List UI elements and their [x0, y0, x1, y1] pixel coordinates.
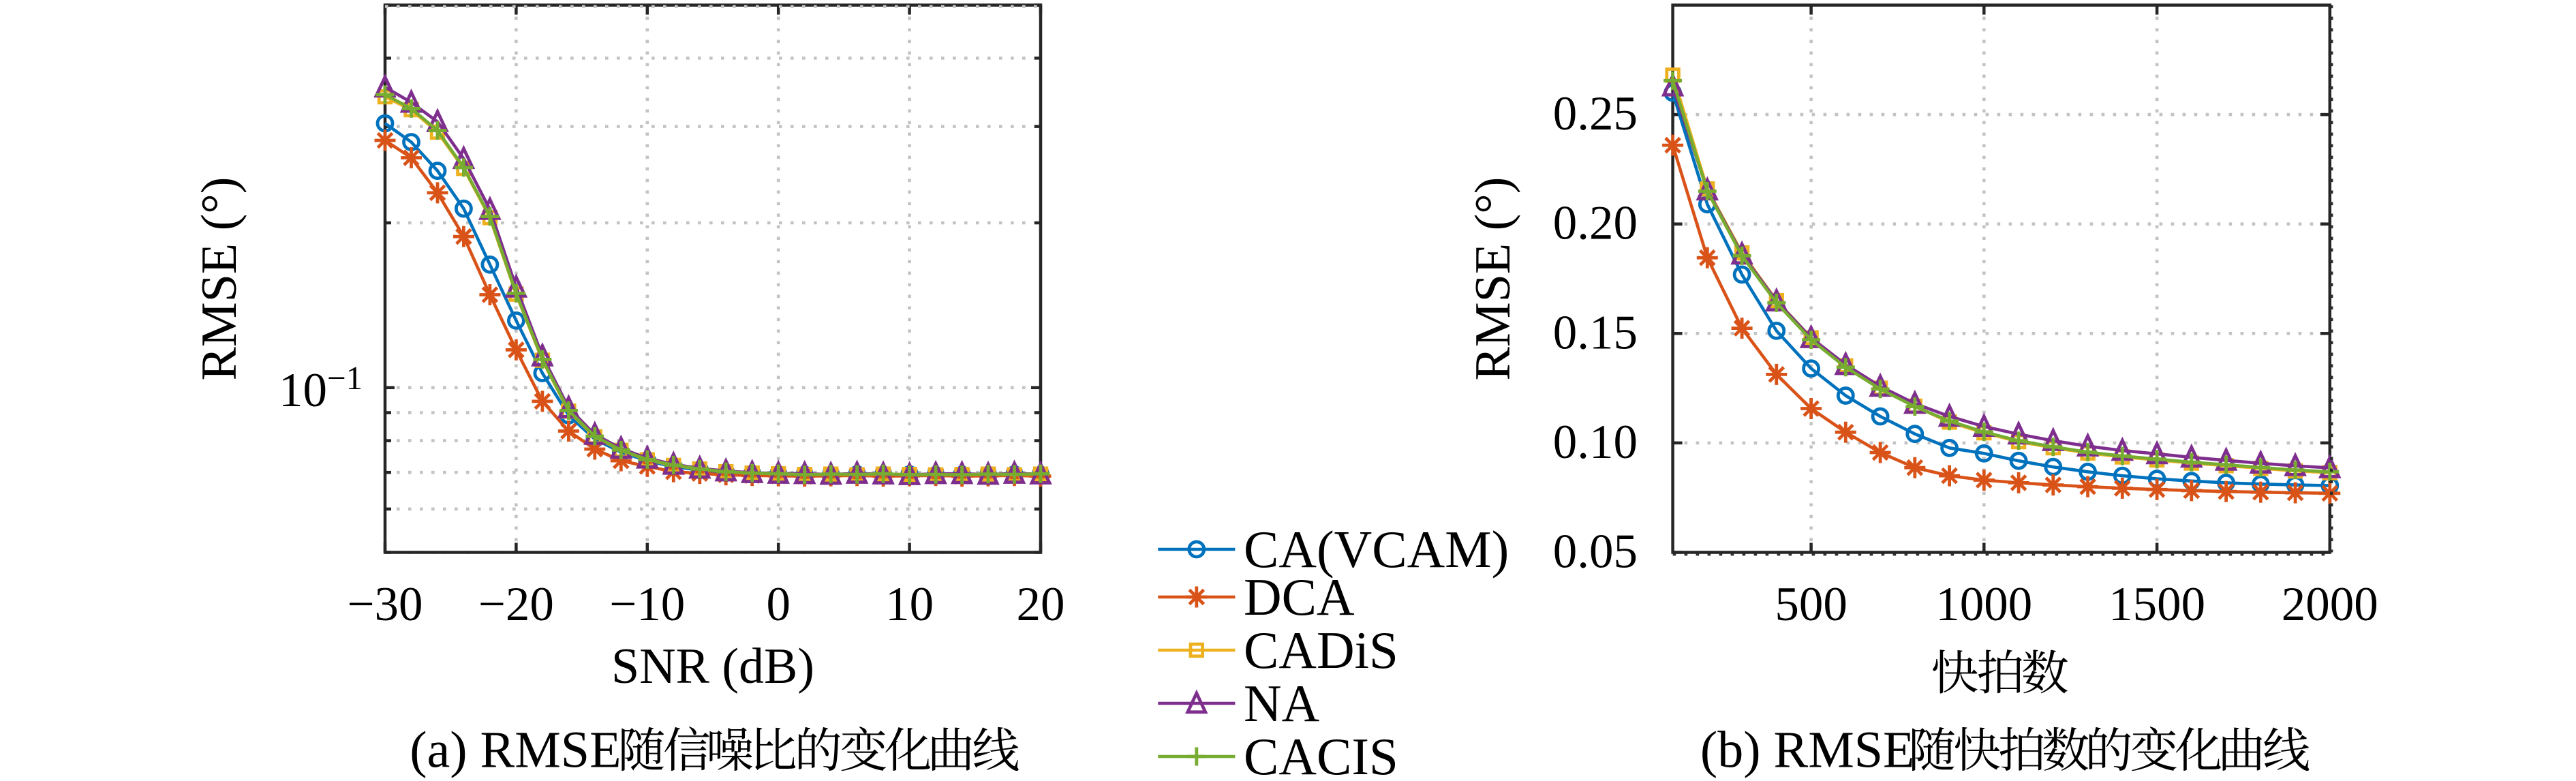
svg-text:−10: −10: [609, 578, 685, 631]
svg-text:500: 500: [1775, 578, 1847, 631]
svg-text:DCA: DCA: [1244, 568, 1355, 626]
svg-text:1500: 1500: [2109, 578, 2205, 631]
svg-text:0.15: 0.15: [1553, 306, 1638, 359]
svg-text:0: 0: [766, 578, 791, 631]
svg-text:0.25: 0.25: [1553, 87, 1638, 140]
svg-text:0.20: 0.20: [1553, 197, 1638, 250]
svg-text:−30: −30: [347, 578, 423, 631]
svg-text:0.10: 0.10: [1553, 416, 1638, 469]
svg-text:RMSE (°): RMSE (°): [191, 177, 247, 381]
svg-text:1000: 1000: [1935, 578, 2032, 631]
svg-text:CADiS: CADiS: [1244, 621, 1398, 679]
svg-text:0.05: 0.05: [1553, 525, 1638, 579]
svg-text:2000: 2000: [2282, 578, 2378, 631]
svg-text:(a) RMSE: (a) RMSE: [410, 722, 621, 779]
svg-text:−20: −20: [478, 578, 554, 631]
svg-text:NA: NA: [1244, 674, 1320, 733]
svg-text:RMSE (°): RMSE (°): [1465, 177, 1521, 381]
svg-text:(b) RMSE: (b) RMSE: [1700, 722, 1915, 779]
svg-text:CACIS: CACIS: [1244, 727, 1398, 781]
svg-text:20: 20: [1017, 578, 1065, 631]
svg-text:CA(VCAM): CA(VCAM): [1244, 520, 1509, 579]
svg-text:10: 10: [885, 578, 934, 631]
svg-text:SNR (dB): SNR (dB): [611, 639, 814, 694]
